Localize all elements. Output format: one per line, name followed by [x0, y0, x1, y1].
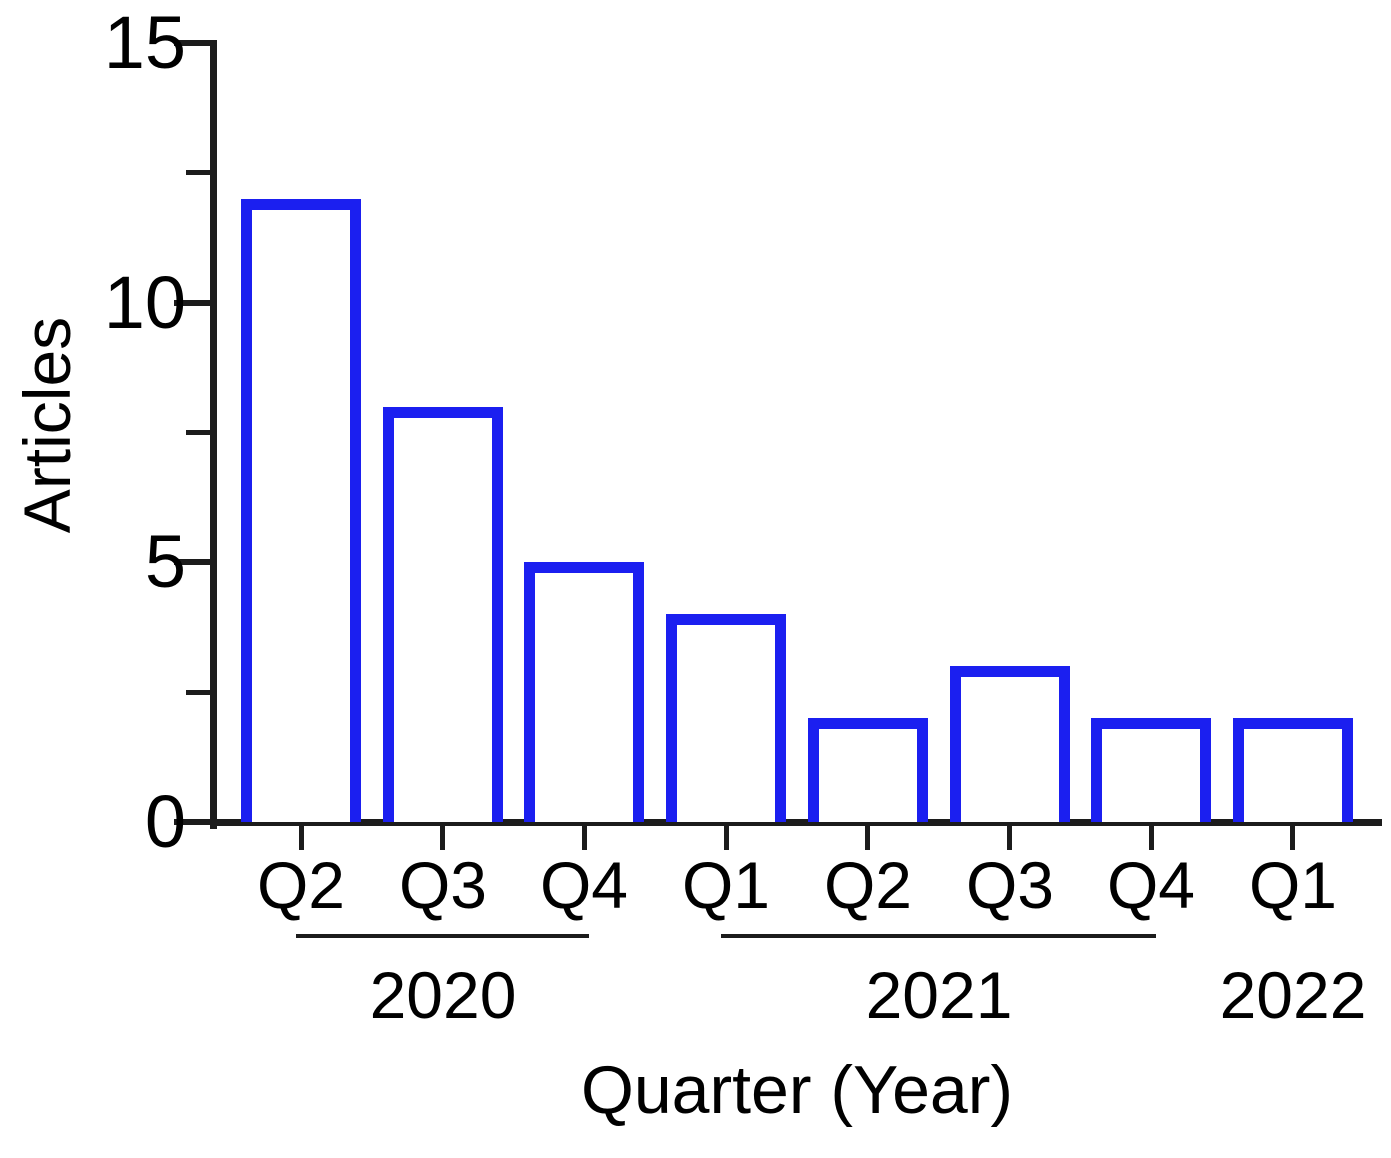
x-axis-title: Quarter (Year) [580, 1052, 1014, 1128]
x-category-label: Q3 [398, 848, 488, 922]
y-minor-tick [186, 430, 210, 435]
y-tick-label: 15 [103, 1, 186, 84]
x-tick [440, 825, 445, 850]
y-tick-label: 5 [144, 520, 186, 603]
y-minor-tick [186, 170, 210, 175]
x-tick [299, 825, 304, 850]
x-tick [865, 825, 870, 850]
y-axis-line [210, 40, 217, 829]
y-axis-title: Articles [10, 316, 84, 534]
y-major-tick [174, 40, 210, 46]
x-tick [1149, 825, 1154, 850]
x-category-label: Q2 [256, 848, 346, 922]
bar [666, 614, 786, 822]
x-axis-line [210, 819, 1382, 826]
bar [1233, 718, 1353, 822]
year-underline [721, 934, 1156, 938]
y-major-tick [174, 559, 210, 565]
x-category-label: Q4 [539, 848, 629, 922]
year-underline [296, 934, 589, 938]
bar [241, 199, 361, 822]
x-category-label: Q2 [823, 848, 913, 922]
bar [524, 562, 644, 822]
y-minor-tick [186, 690, 210, 695]
x-tick [1290, 825, 1295, 850]
x-tick [724, 825, 729, 850]
x-tick [582, 825, 587, 850]
y-tick-label: 0 [144, 780, 186, 863]
bar [950, 666, 1070, 822]
x-tick [1007, 825, 1012, 850]
bar [808, 718, 928, 822]
x-category-label: Q3 [965, 848, 1055, 922]
year-label: 2022 [1219, 958, 1367, 1032]
y-tick-label: 10 [103, 261, 186, 344]
bar [383, 407, 503, 822]
y-major-tick [174, 819, 210, 825]
x-category-label: Q4 [1106, 848, 1196, 922]
x-category-label: Q1 [681, 848, 771, 922]
year-label: 2021 [865, 958, 1013, 1032]
x-category-label: Q1 [1248, 848, 1338, 922]
year-label: 2020 [369, 958, 517, 1032]
y-major-tick [174, 300, 210, 306]
bar [1091, 718, 1211, 822]
